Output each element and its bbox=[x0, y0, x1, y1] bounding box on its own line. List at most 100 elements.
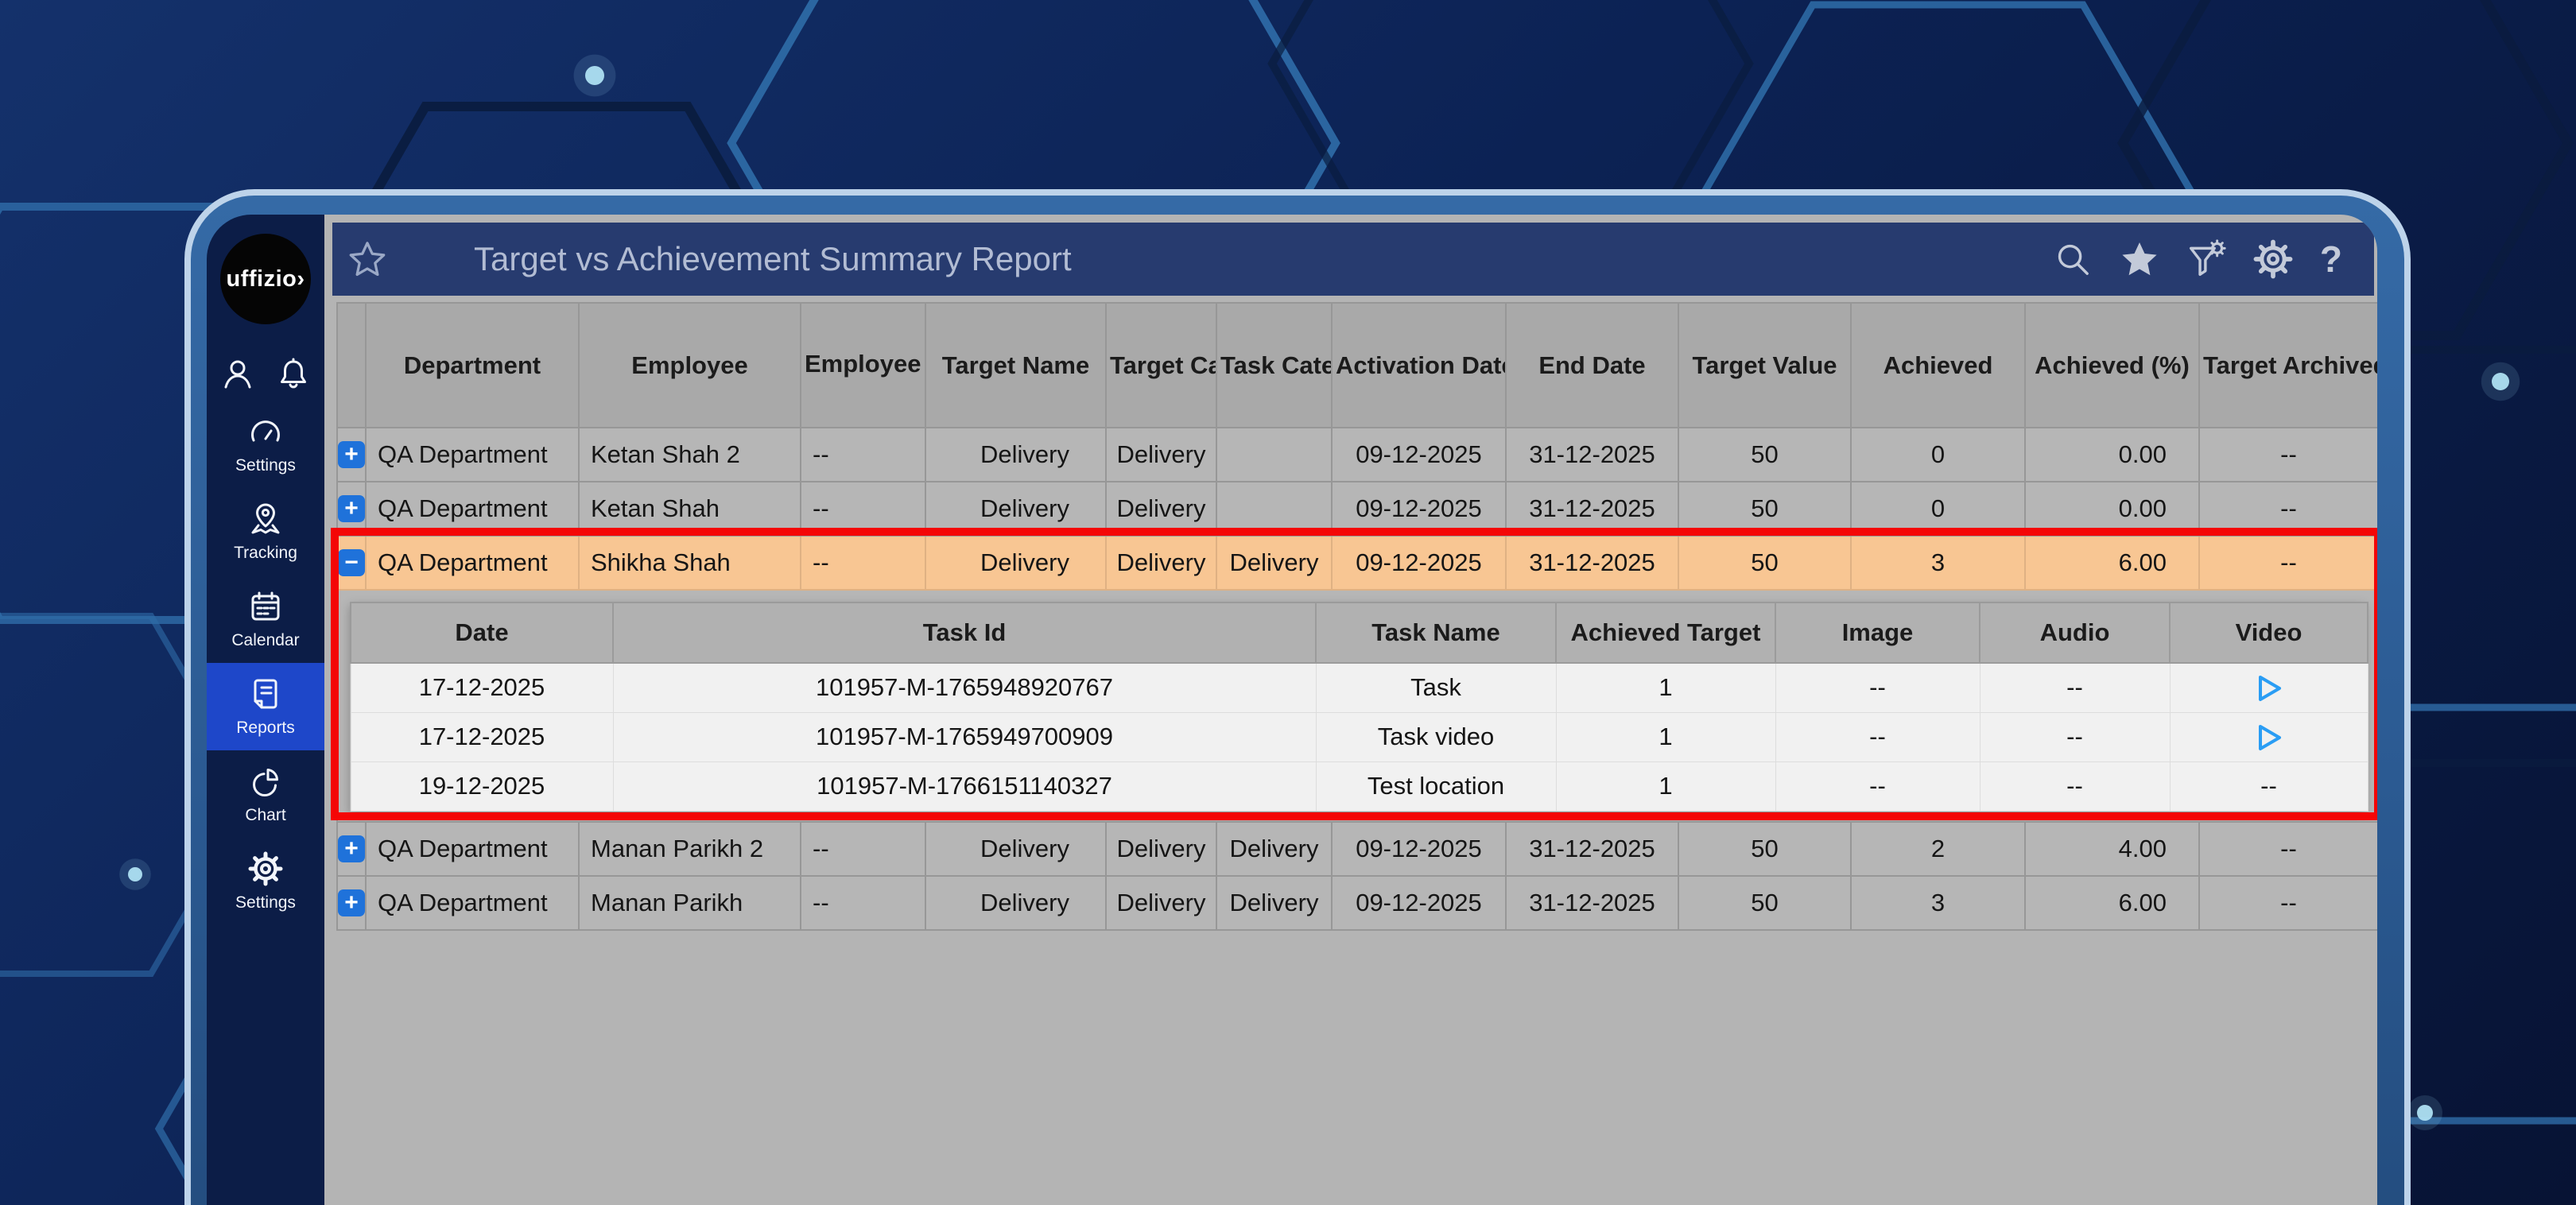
cell-department: QA Department bbox=[365, 874, 580, 931]
cell-target_name: Delivery bbox=[925, 535, 1107, 591]
cell-date: 17-12-2025 bbox=[350, 662, 614, 713]
cell-activation_date: 09-12-2025 bbox=[1331, 535, 1507, 591]
subcolumn-header-task-name[interactable]: Task Name bbox=[1315, 602, 1557, 664]
column-header-employee-no[interactable]: Employee No▾ bbox=[800, 302, 926, 428]
play-video-icon[interactable] bbox=[2255, 723, 2283, 752]
subcolumn-header-date[interactable]: Date bbox=[350, 602, 614, 664]
filter-settings-icon[interactable] bbox=[2186, 239, 2226, 279]
cell-audio: -- bbox=[1979, 662, 2171, 713]
cell-employee: Manan Parikh bbox=[578, 874, 801, 931]
column-header-achieved-[interactable]: Achieved (%) bbox=[2024, 302, 2200, 428]
cell-achieved_pct: 0.00 bbox=[2024, 427, 2200, 482]
play-video-icon[interactable] bbox=[2255, 674, 2283, 703]
cell-target_value: 50 bbox=[1678, 481, 1852, 537]
cell-end_date: 31-12-2025 bbox=[1505, 481, 1679, 537]
cell-task_category: Delivery bbox=[1216, 535, 1333, 591]
cell-target_value: 50 bbox=[1678, 820, 1852, 877]
settings-gear-icon[interactable] bbox=[2253, 239, 2293, 279]
favorite-star-outline-icon[interactable] bbox=[348, 240, 386, 278]
help-icon[interactable]: ? bbox=[2319, 238, 2342, 280]
expand-row-button[interactable]: + bbox=[339, 495, 364, 522]
cell-task_name: Task bbox=[1315, 662, 1557, 713]
cell-expand: + bbox=[336, 481, 367, 537]
app-window-inner: uffizio› Settings Tracking bbox=[207, 215, 2377, 1205]
cell-achieved_pct: 0.00 bbox=[2024, 481, 2200, 537]
cell-video: -- bbox=[2169, 761, 2368, 812]
sidebar-item-tracking[interactable]: Tracking bbox=[207, 488, 324, 575]
subcolumn-header-audio[interactable]: Audio bbox=[1979, 602, 2171, 664]
page-title: Target vs Achievement Summary Report bbox=[474, 240, 1072, 277]
sidebar-top-icons bbox=[220, 356, 311, 391]
column-header-task-category[interactable]: Task Category bbox=[1216, 302, 1333, 428]
cell-target_name: Delivery bbox=[925, 427, 1107, 482]
user-icon[interactable] bbox=[220, 356, 255, 391]
column-header-target-archived-date[interactable]: Target Archived Date bbox=[2198, 302, 2377, 428]
column-header-target-category[interactable]: Target Category bbox=[1105, 302, 1217, 428]
column-header-end-date[interactable]: End Date bbox=[1505, 302, 1679, 428]
sidebar-item-calendar[interactable]: Calendar bbox=[207, 575, 324, 663]
cell-target_value: 50 bbox=[1678, 535, 1852, 591]
content-area: Target vs Achievement Summary Report ? D… bbox=[324, 215, 2377, 1205]
report-table-row: + QA Department Manan Parikh -- Delivery Deli… bbox=[336, 874, 2377, 931]
expand-row-button[interactable]: + bbox=[339, 889, 364, 916]
cell-employee_no: -- bbox=[800, 874, 926, 931]
cell-target_name: Delivery bbox=[925, 820, 1107, 877]
cell-achieved_target: 1 bbox=[1555, 761, 1776, 812]
task-subtable-wrapper: Date Task Id Task Name Achieved Target Image… bbox=[350, 602, 2368, 812]
subcolumn-header-task-id[interactable]: Task Id bbox=[612, 602, 1317, 664]
cell-achieved: 2 bbox=[1850, 820, 2026, 877]
cell-target_category: Delivery bbox=[1105, 481, 1217, 537]
subcolumn-header-video[interactable]: Video bbox=[2169, 602, 2368, 664]
sidebar-item-settings[interactable]: Settings bbox=[207, 401, 324, 488]
cell-audio: -- bbox=[1979, 761, 2171, 812]
cell-end_date: 31-12-2025 bbox=[1505, 874, 1679, 931]
report-titlebar: Target vs Achievement Summary Report ? bbox=[332, 223, 2374, 296]
sidebar-menu: Settings Tracking Calendar Reports bbox=[207, 401, 324, 925]
sidebar-item-settings-bottom[interactable]: Settings bbox=[207, 838, 324, 925]
expanded-task-cell: Date Task Id Task Name Achieved Target Image… bbox=[336, 589, 2377, 823]
cell-expand: − bbox=[336, 535, 367, 591]
column-header-target-value[interactable]: Target Value bbox=[1678, 302, 1852, 428]
cell-employee: Shikha Shah bbox=[578, 535, 801, 591]
cell-target_archived_date: -- bbox=[2198, 481, 2377, 537]
expanded-task-section: Date Task Id Task Name Achieved Target Image… bbox=[336, 589, 2377, 823]
cell-target_name: Delivery bbox=[925, 481, 1107, 537]
task-table-row: 17-12-2025 101957-M-1765949700909 Task vid… bbox=[350, 711, 2368, 762]
cell-target_category: Delivery bbox=[1105, 535, 1217, 591]
collapse-row-button[interactable]: − bbox=[339, 549, 364, 576]
sidebar-item-reports[interactable]: Reports bbox=[207, 663, 324, 750]
cell-department: QA Department bbox=[365, 820, 580, 877]
uffizio-logo[interactable]: uffizio› bbox=[220, 234, 311, 324]
app-window: uffizio› Settings Tracking bbox=[184, 189, 2411, 1205]
sidebar: uffizio› Settings Tracking bbox=[207, 215, 324, 1205]
column-header-target-name[interactable]: Target Name bbox=[925, 302, 1107, 428]
expand-row-button[interactable]: + bbox=[339, 835, 364, 862]
sidebar-item-chart[interactable]: Chart bbox=[207, 750, 324, 838]
search-icon[interactable] bbox=[2053, 239, 2093, 279]
titlebar-icons: ? bbox=[2053, 239, 2342, 279]
favorite-star-icon[interactable] bbox=[2120, 239, 2159, 279]
cell-task_id: 101957-M-1765949700909 bbox=[612, 711, 1317, 762]
task-table-row: 19-12-2025 101957-M-1766151140327 Test loc… bbox=[350, 761, 2368, 812]
cell-video bbox=[2169, 662, 2368, 713]
sidebar-item-label: Reports bbox=[236, 718, 295, 737]
subcolumn-header-achieved-target[interactable]: Achieved Target bbox=[1555, 602, 1776, 664]
cell-video bbox=[2169, 711, 2368, 762]
cell-employee_no: -- bbox=[800, 427, 926, 482]
expand-row-button[interactable]: + bbox=[339, 441, 364, 468]
subcolumn-header-image[interactable]: Image bbox=[1775, 602, 1980, 664]
cell-target_category: Delivery bbox=[1105, 874, 1217, 931]
cell-audio: -- bbox=[1979, 711, 2171, 762]
column-header-employee[interactable]: Employee bbox=[578, 302, 801, 428]
cell-achieved: 0 bbox=[1850, 481, 2026, 537]
calendar-icon bbox=[248, 589, 283, 624]
cell-achieved_target: 1 bbox=[1555, 711, 1776, 762]
column-header-achieved[interactable]: Achieved bbox=[1850, 302, 2026, 428]
column-header-activation-date[interactable]: Activation Date bbox=[1331, 302, 1507, 428]
column-header-department[interactable]: Department bbox=[365, 302, 580, 428]
cell-end_date: 31-12-2025 bbox=[1505, 427, 1679, 482]
sidebar-item-label: Calendar bbox=[231, 630, 300, 649]
cell-task_category: Delivery bbox=[1216, 820, 1333, 877]
bell-icon[interactable] bbox=[276, 356, 311, 391]
